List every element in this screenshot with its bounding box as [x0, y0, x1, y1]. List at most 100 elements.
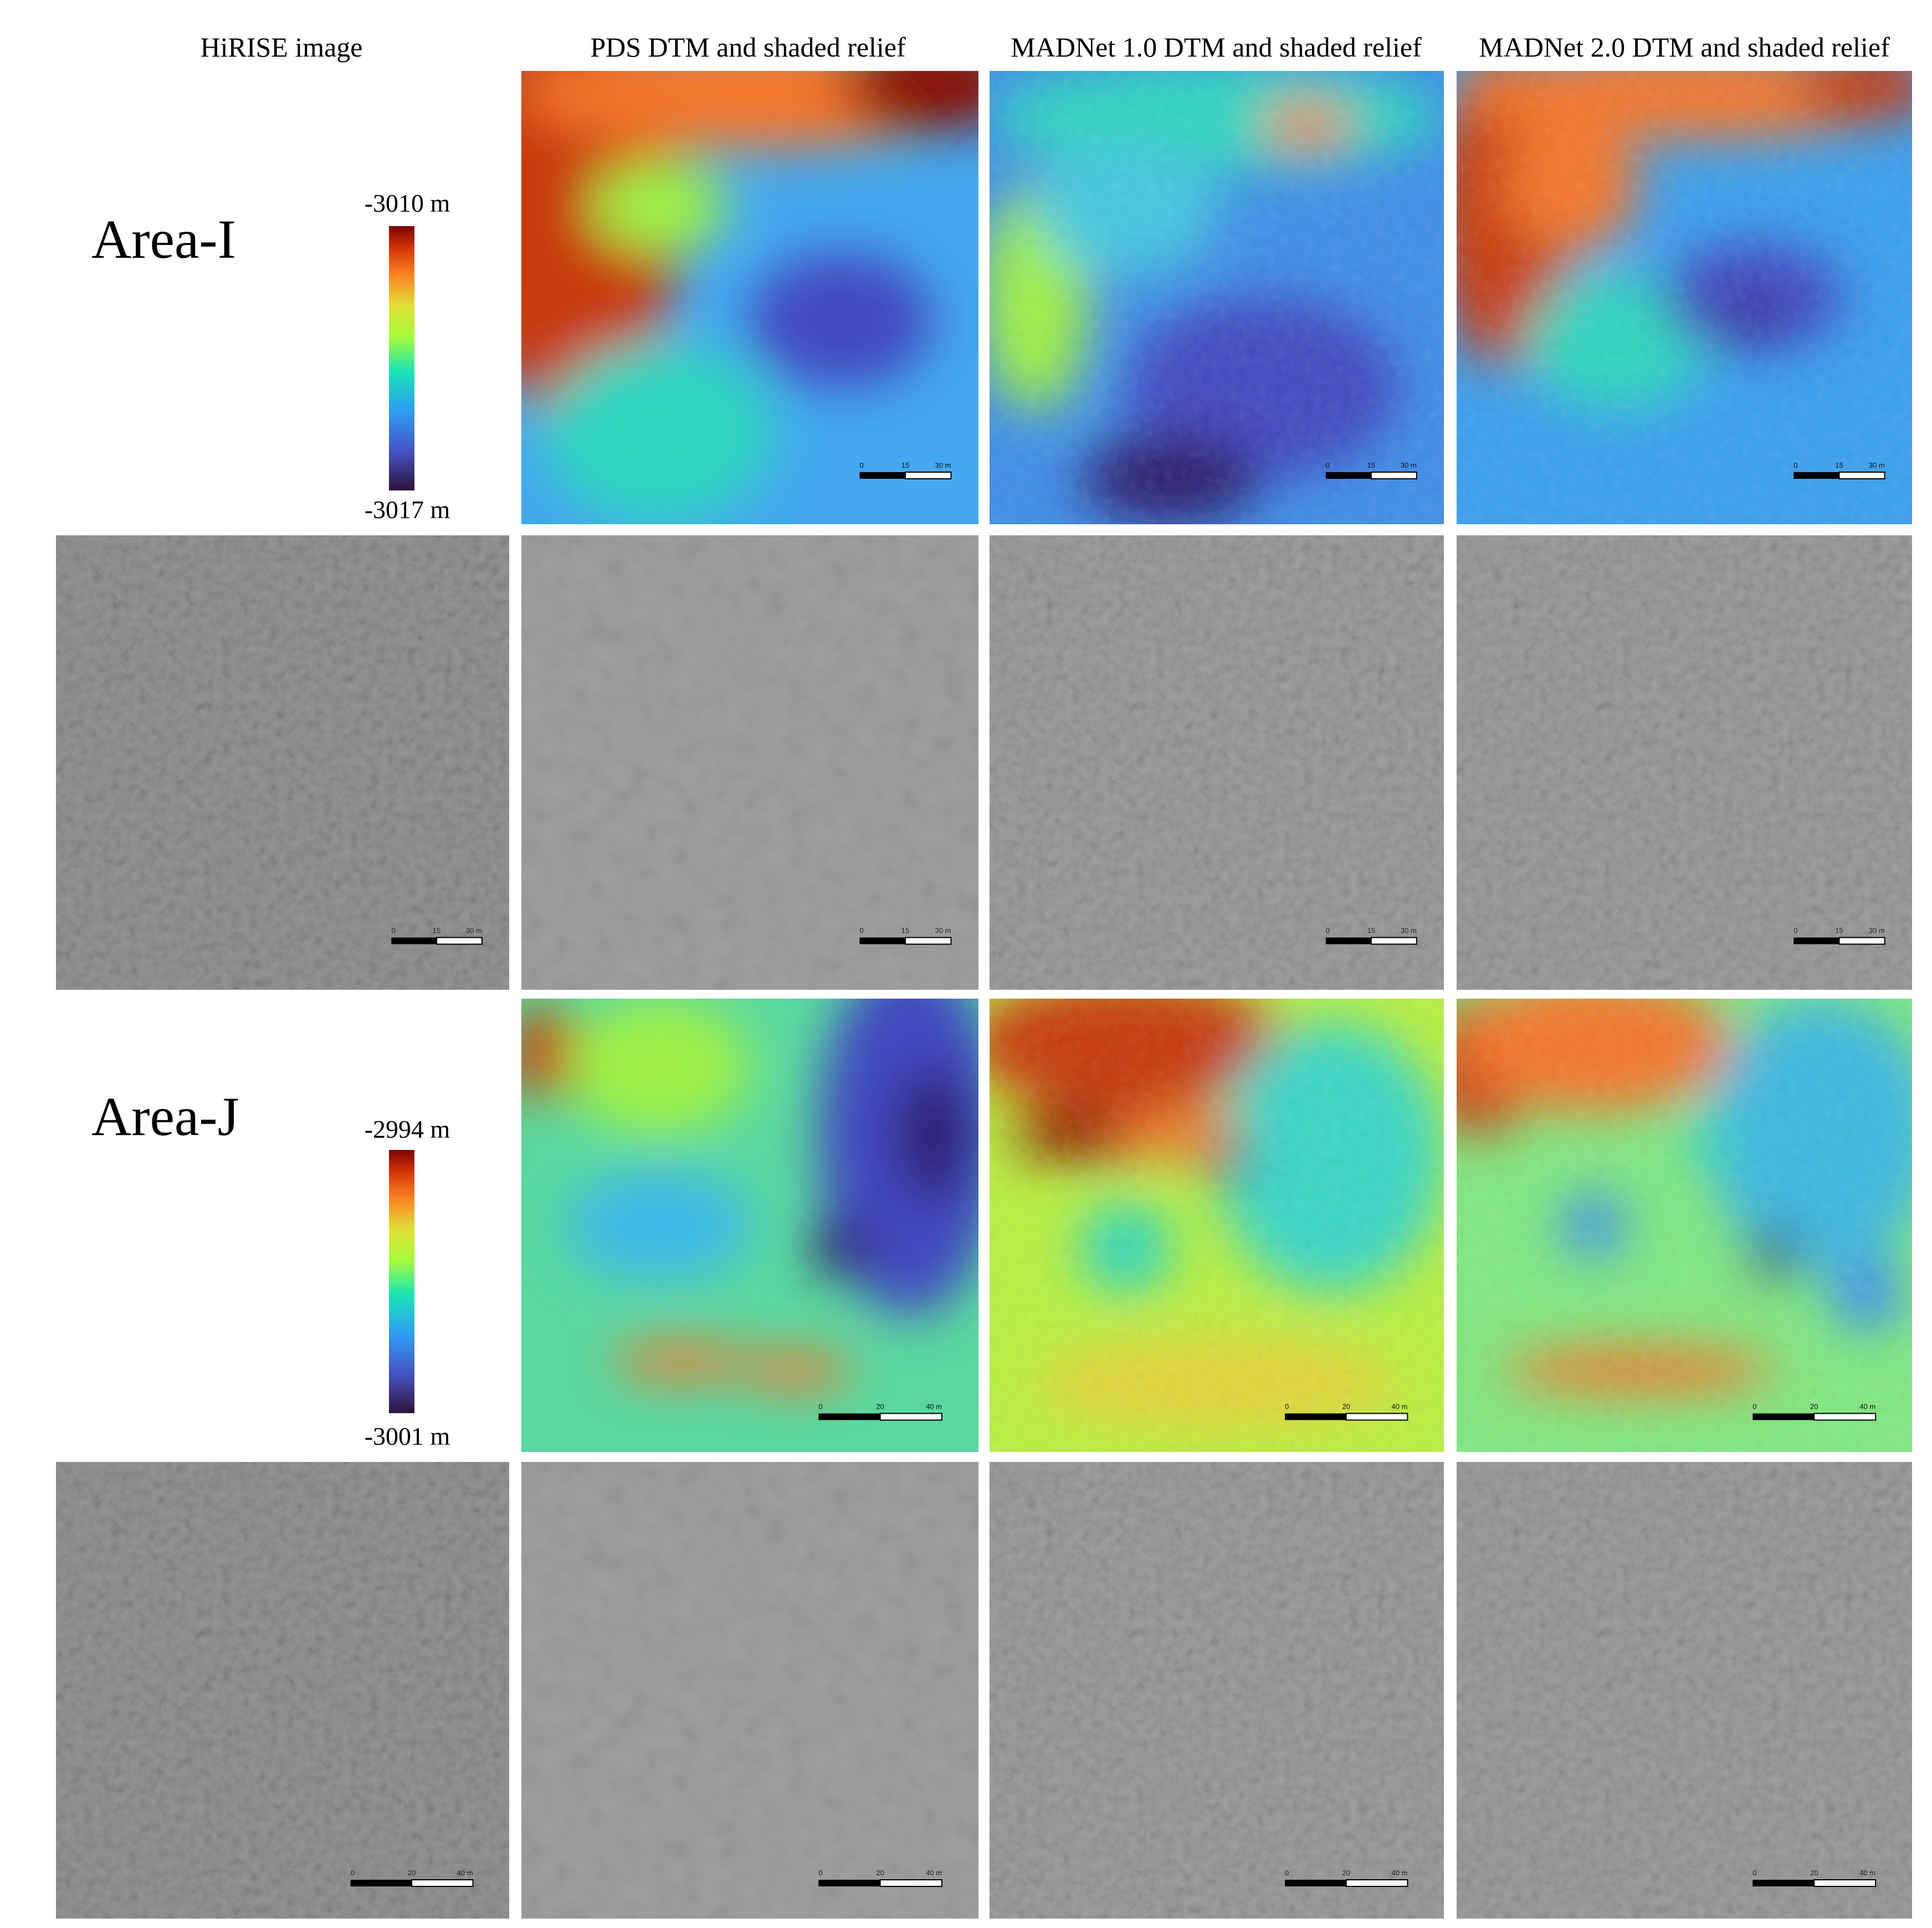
column-header: HiRISE image — [200, 32, 362, 63]
scale-bar-black — [1285, 1413, 1346, 1420]
scale-bar-black — [350, 1879, 412, 1886]
scale-bar-label: 15 — [1835, 927, 1843, 935]
scale-bar-label: 20 — [876, 1869, 884, 1877]
colorbar — [389, 226, 414, 490]
scale-bar-black — [1752, 1413, 1815, 1420]
dtm-texture — [990, 71, 1444, 524]
scale-bar-label: 40 m — [457, 1869, 473, 1877]
panel: 0 20 40 m — [1457, 1462, 1912, 1919]
panel: 0 15 30 m — [521, 71, 978, 524]
panel: 0 20 40 m — [56, 1462, 509, 1919]
scale-bar-white — [905, 471, 952, 479]
hirise-light — [56, 535, 509, 990]
scale-bar-label: 40 m — [1859, 1869, 1875, 1877]
scale-bar-white — [1370, 471, 1417, 479]
dtm-blob — [809, 1220, 874, 1275]
dtm-blob — [521, 71, 681, 411]
panel: 0 15 30 m — [1457, 535, 1912, 990]
scale-bar-white — [1813, 1413, 1877, 1421]
panel: 0 20 40 m — [521, 999, 978, 1452]
relief-texture — [990, 1462, 1444, 1919]
scale-bar-black — [818, 1413, 880, 1420]
scale-bar-white — [411, 1879, 474, 1887]
scale-bar-black — [1793, 937, 1839, 944]
scale-bar-label: 0 — [1326, 927, 1330, 935]
scale-bar-label: 20 — [1810, 1869, 1818, 1877]
scale-bar-label: 30 m — [1869, 461, 1885, 469]
hirise-light — [56, 1462, 509, 1919]
panel: 0 15 30 m — [521, 535, 978, 990]
column-header: MADNet 2.0 DTM and shaded relief — [1479, 32, 1890, 63]
scale-bar-label: 40 m — [1391, 1869, 1407, 1877]
colorbar — [389, 1150, 414, 1413]
scale-bar-label: 40 m — [1391, 1402, 1407, 1410]
dtm-blob — [896, 1066, 970, 1203]
colorbar-max: -2994 m — [365, 1115, 450, 1143]
colorbar-min: -3017 m — [365, 495, 450, 524]
relief-texture — [1457, 535, 1912, 990]
scale-bar-label: 0 — [351, 1869, 355, 1877]
scale-bar-white — [1370, 937, 1417, 945]
dtm-blob — [590, 161, 727, 253]
area-label: Area-I — [91, 208, 236, 270]
dtm-blob — [567, 1170, 750, 1280]
column-header: MADNet 1.0 DTM and shaded relief — [1011, 32, 1422, 63]
scale-bar-label: 0 — [1793, 461, 1797, 469]
scale-bar-label: 0 — [818, 1869, 822, 1877]
colorbar-max: -3010 m — [365, 189, 450, 217]
scale-bar-label: 15 — [433, 927, 440, 935]
dtm-blob — [544, 342, 773, 524]
scale-bar-black — [859, 937, 905, 944]
scale-bar-white — [436, 937, 483, 945]
scale-bar-label: 0 — [1326, 461, 1330, 469]
scale-bar-label: 20 — [1810, 1402, 1818, 1410]
scale-bar-label: 40 m — [926, 1869, 942, 1877]
relief-texture — [521, 1462, 978, 1919]
scale-bar-label: 0 — [860, 927, 864, 935]
scale-bar-label: 40 m — [926, 1402, 942, 1410]
scale-bar-black — [818, 1879, 880, 1886]
scale-bar-label: 15 — [1367, 927, 1375, 935]
scale-bar-black — [1752, 1879, 1815, 1886]
scale-bar-white — [879, 1879, 942, 1887]
dtm-blob — [741, 1352, 850, 1389]
relief-texture — [1457, 1462, 1912, 1919]
scale-bar-label: 30 m — [935, 461, 951, 469]
dtm-blob — [567, 999, 750, 1135]
scale-bar-white — [1838, 937, 1885, 945]
relief-texture — [56, 1462, 509, 1919]
scale-bar-label: 15 — [901, 461, 909, 469]
scale-bar-white — [1345, 1879, 1408, 1887]
panel: 0 20 40 m — [521, 1462, 978, 1919]
panel: 0 20 40 m — [990, 999, 1444, 1452]
scale-bar-label: 30 m — [466, 927, 482, 935]
scale-bar-black — [859, 472, 905, 479]
scale-bar-label: 15 — [901, 927, 909, 935]
scale-bar-label: 20 — [1342, 1869, 1350, 1877]
scale-bar-label: 15 — [1367, 461, 1375, 469]
dtm-texture — [1457, 71, 1912, 524]
scale-bar-label: 40 m — [1859, 1402, 1875, 1410]
scale-bar-black — [391, 937, 437, 944]
dtm-texture — [990, 999, 1444, 1452]
area-label: Area-J — [91, 1086, 239, 1147]
scale-bar-label: 15 — [1835, 461, 1843, 469]
panel: 0 15 30 m — [990, 71, 1444, 524]
panel: 0 20 40 m — [990, 1462, 1444, 1919]
scale-bar-label: 30 m — [1401, 927, 1417, 935]
panel: 0 15 30 m — [990, 535, 1444, 990]
scale-bar-white — [905, 937, 952, 945]
scale-bar-label: 0 — [1285, 1869, 1289, 1877]
scale-bar-black — [1325, 472, 1371, 479]
scale-bar-label: 0 — [1752, 1869, 1756, 1877]
scale-bar-label: 0 — [1793, 927, 1797, 935]
panel: 0 15 30 m — [56, 535, 509, 990]
scale-bar-white — [1813, 1879, 1877, 1887]
column-header: PDS DTM and shaded relief — [590, 32, 906, 63]
scale-bar-label: 30 m — [1869, 927, 1885, 935]
scale-bar-label: 30 m — [935, 927, 951, 935]
relief-texture — [990, 535, 1444, 990]
scale-bar-black — [1325, 937, 1371, 944]
scale-bar-label: 0 — [1285, 1402, 1289, 1410]
panel: 0 20 40 m — [1457, 999, 1912, 1452]
